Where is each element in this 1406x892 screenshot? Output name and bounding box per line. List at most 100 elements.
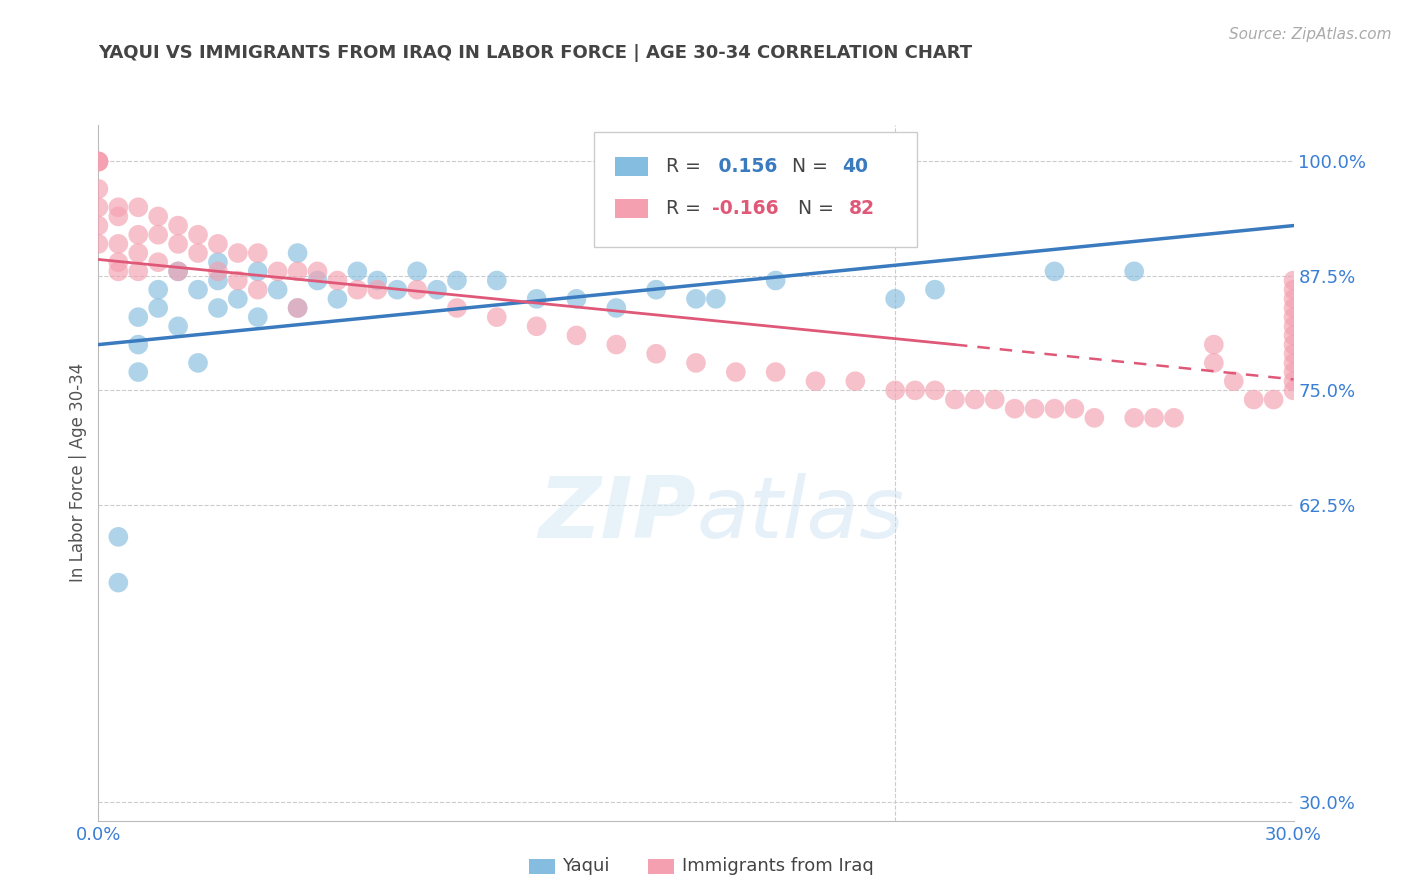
Point <box>1123 410 1146 425</box>
Point <box>87 154 110 169</box>
Point <box>645 283 668 297</box>
Text: R =: R = <box>666 199 707 218</box>
Point <box>107 210 129 224</box>
Point <box>148 301 170 315</box>
Point <box>1243 392 1265 407</box>
Point <box>148 227 170 242</box>
Point <box>87 219 110 233</box>
Point <box>1024 401 1046 416</box>
Point <box>87 182 110 196</box>
Text: R =: R = <box>666 157 707 176</box>
Point <box>1282 301 1305 315</box>
Point <box>724 365 747 379</box>
Point <box>167 236 190 251</box>
Point <box>127 310 149 325</box>
Point <box>87 154 110 169</box>
Point <box>1282 337 1305 351</box>
Point <box>246 310 269 325</box>
Point <box>943 392 966 407</box>
Point <box>107 530 129 544</box>
Point <box>645 347 668 361</box>
Point <box>1282 365 1305 379</box>
Point <box>565 328 588 343</box>
Point <box>685 356 707 370</box>
Point <box>406 264 429 278</box>
Point <box>1222 374 1246 388</box>
Point <box>884 292 907 306</box>
Point <box>1282 273 1305 287</box>
Point <box>207 255 229 269</box>
Bar <box>614 157 648 177</box>
Point <box>107 236 129 251</box>
Point <box>148 283 170 297</box>
Point <box>87 200 110 214</box>
Point <box>107 255 129 269</box>
Text: N =: N = <box>779 157 834 176</box>
Point <box>167 319 190 334</box>
Point <box>287 264 309 278</box>
Point <box>385 283 409 297</box>
Point <box>87 236 110 251</box>
Point <box>346 264 368 278</box>
Point <box>446 301 468 315</box>
Point <box>1282 328 1305 343</box>
Point <box>366 283 388 297</box>
Y-axis label: In Labor Force | Age 30-34: In Labor Force | Age 30-34 <box>69 363 87 582</box>
Point <box>765 365 787 379</box>
Point <box>565 292 588 306</box>
Point <box>1282 310 1305 325</box>
Text: N =: N = <box>786 199 839 218</box>
Point <box>167 264 190 278</box>
Point <box>804 374 827 388</box>
Point <box>704 292 727 306</box>
Point <box>605 301 627 315</box>
Point <box>326 273 349 287</box>
Text: Source: ZipAtlas.com: Source: ZipAtlas.com <box>1229 27 1392 42</box>
Point <box>406 283 429 297</box>
Point <box>526 292 548 306</box>
Point <box>287 301 309 315</box>
Point <box>924 384 946 398</box>
Point <box>1004 401 1026 416</box>
Point <box>187 227 209 242</box>
Point <box>87 154 110 169</box>
Point <box>1282 347 1305 361</box>
Point <box>167 264 190 278</box>
Point <box>307 273 329 287</box>
Point <box>307 264 329 278</box>
Point <box>1163 410 1185 425</box>
Point <box>127 264 149 278</box>
Point <box>267 283 290 297</box>
Point <box>485 273 508 287</box>
Point <box>1282 374 1305 388</box>
Point <box>1083 410 1105 425</box>
Point <box>1282 292 1305 306</box>
Text: Yaqui: Yaqui <box>562 857 610 875</box>
Point <box>924 283 946 297</box>
Point <box>1123 264 1146 278</box>
Point <box>246 246 269 260</box>
Point <box>207 236 229 251</box>
Point <box>246 264 269 278</box>
Point <box>366 273 388 287</box>
Text: 82: 82 <box>849 199 875 218</box>
Point <box>346 283 368 297</box>
Text: ZIP: ZIP <box>538 473 696 556</box>
Point <box>127 200 149 214</box>
Point <box>485 310 508 325</box>
Point <box>685 292 707 306</box>
Point <box>1263 392 1285 407</box>
Point <box>187 283 209 297</box>
Point <box>1202 337 1225 351</box>
Point <box>107 575 129 590</box>
Point <box>207 273 229 287</box>
Point <box>107 264 129 278</box>
Point <box>87 154 110 169</box>
Text: 40: 40 <box>842 157 868 176</box>
Point <box>904 384 927 398</box>
Point <box>426 283 449 297</box>
Point <box>1282 384 1305 398</box>
Point <box>1202 356 1225 370</box>
Bar <box>648 859 675 874</box>
Point <box>1043 401 1066 416</box>
